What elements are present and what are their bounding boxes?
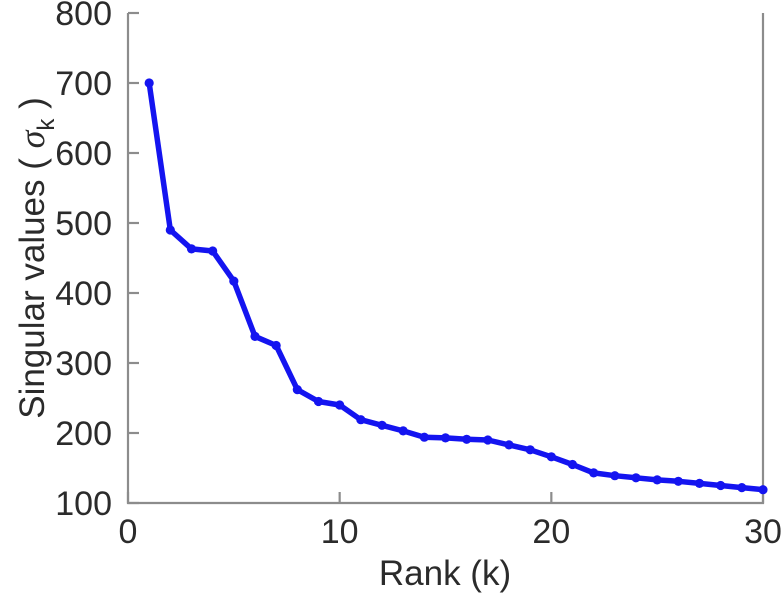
data-point-marker [165,225,175,235]
data-point-marker [737,483,747,493]
y-axis-ticks [128,11,139,505]
data-point-marker [271,340,281,351]
data-point-marker [313,396,324,407]
data-point-marker [525,445,535,455]
data-point-marker [292,385,302,395]
data-point-marker [229,276,239,286]
data-point-marker [356,415,366,425]
data-point-marker [440,433,451,443]
data-point-marker [758,485,768,495]
data-point-marker [589,468,599,478]
y-axis-title-subscript: k [33,118,60,131]
y-tick-label: 600 [55,135,112,173]
data-point-marker [567,459,578,470]
y-axis-tick-labels: 100 200 300 400 500 600 700 800 [55,0,112,523]
data-point-marker [208,246,218,256]
x-axis-tick-labels: 0 10 20 30 [119,513,782,551]
data-point-marker [335,400,345,410]
data-point-marker [504,440,514,450]
data-point-marker [250,331,260,341]
y-tick-label: 100 [55,485,112,523]
y-axis-title-sigma: σ [12,129,52,148]
y-axis-title-prefix: Singular values ( [13,148,52,418]
data-point-marker [631,473,641,483]
x-axis-ticks [126,492,765,503]
y-axis-title-suffix: ) [13,97,52,118]
data-point-marker [377,420,387,430]
y-tick-label: 400 [55,275,112,313]
x-tick-label: 30 [744,513,782,551]
y-tick-label: 200 [55,415,112,453]
data-point-marker [186,244,197,254]
data-point-marker [419,432,429,442]
data-point-marker [462,434,472,444]
x-tick-label: 0 [119,513,138,551]
y-tick-label: 300 [55,345,112,383]
y-axis-title: Singular values ( σk ) [12,97,60,419]
data-point-marker [673,476,683,486]
data-series-markers [144,78,768,495]
data-point-marker [652,475,662,485]
x-axis-title: Rank (k) [379,554,511,593]
data-point-marker [716,480,726,491]
x-tick-label: 10 [321,513,359,551]
data-point-marker [483,435,493,445]
data-point-marker [144,78,154,88]
data-series-line [146,80,766,493]
svg-text:Singular values ( σk ): Singular values ( σk ) [12,97,60,419]
data-point-marker [398,426,408,436]
y-tick-label: 800 [55,0,112,33]
x-tick-label: 20 [532,513,570,551]
axis-frame [126,13,765,505]
y-tick-label: 700 [55,65,112,103]
data-point-marker [546,452,556,462]
data-point-marker [610,471,620,481]
y-tick-label: 500 [55,205,112,243]
data-point-marker [694,478,705,488]
